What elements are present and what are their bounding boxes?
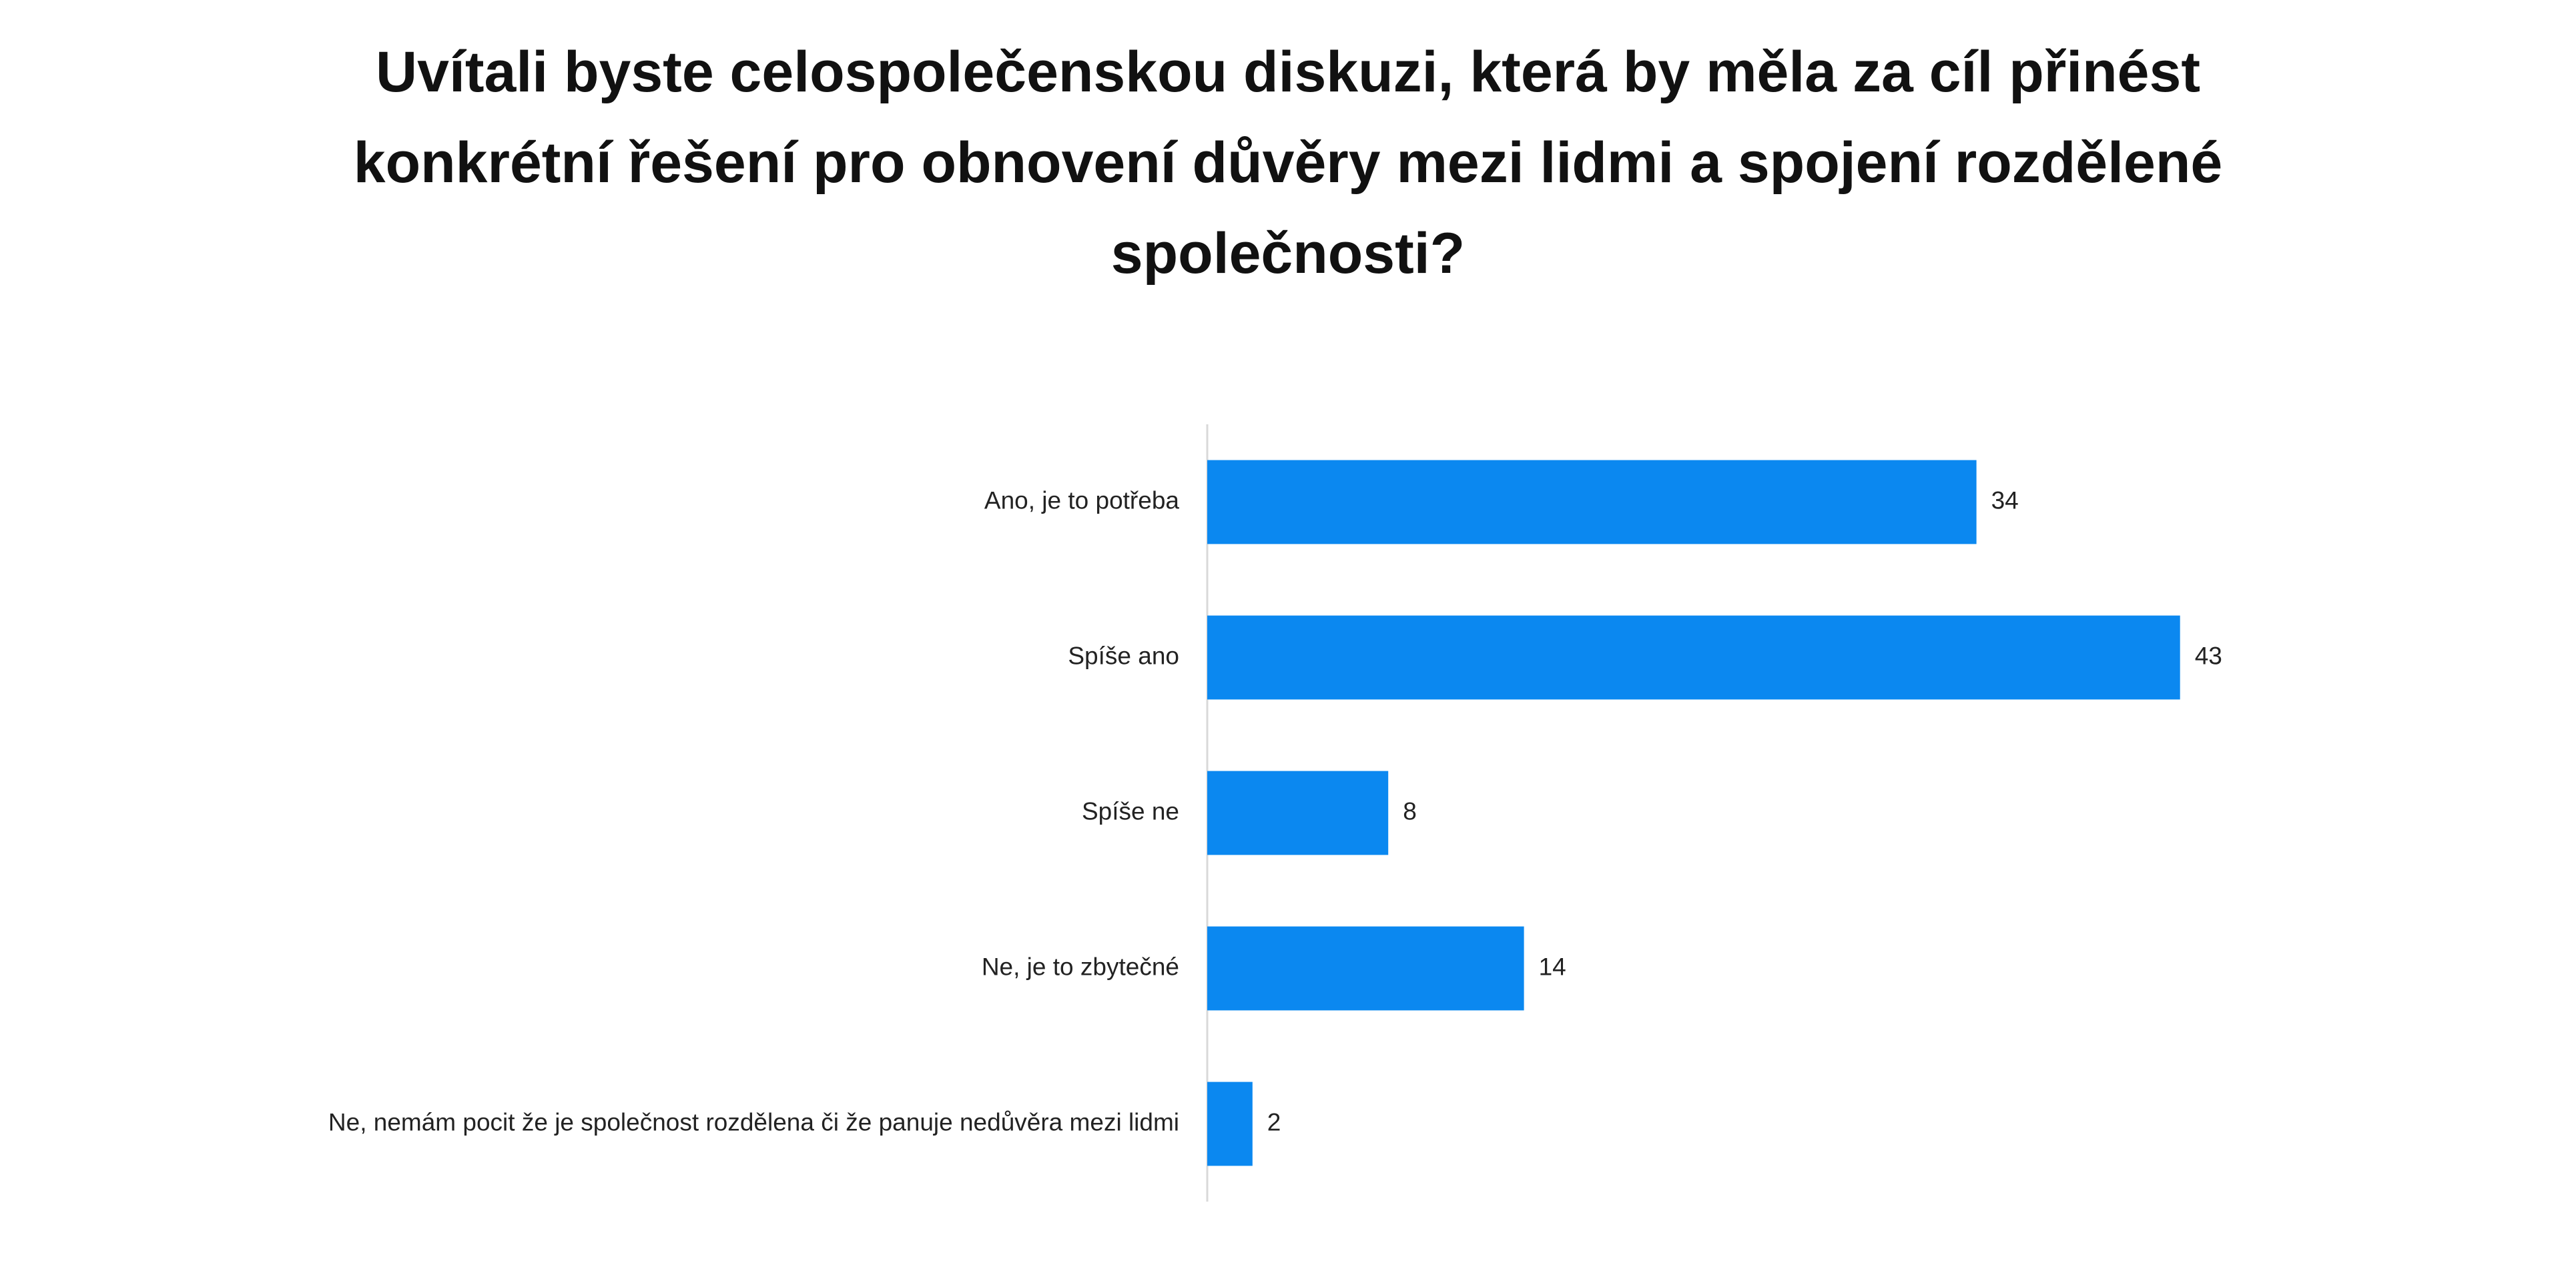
category-label: Ano, je to potřeba — [984, 486, 1180, 514]
bar — [1207, 615, 2180, 700]
value-label: 14 — [1539, 953, 1566, 980]
value-label: 34 — [1991, 486, 2019, 514]
chart-title: Uvítali byste celospolečenskou diskuzi, … — [353, 40, 2223, 286]
bar — [1207, 1082, 1253, 1166]
category-label: Ne, nemám pocit že je společnost rozděle… — [328, 1108, 1179, 1136]
category-label: Ne, je to zbytečné — [982, 953, 1179, 980]
bar — [1207, 771, 1389, 855]
value-label: 2 — [1267, 1108, 1281, 1136]
value-label: 43 — [2195, 642, 2222, 669]
bar — [1207, 926, 1524, 1011]
bar — [1207, 460, 1977, 544]
value-label: 8 — [1403, 797, 1417, 825]
category-label: Spíše ano — [1068, 642, 1179, 669]
category-label: Spíše ne — [1082, 797, 1179, 825]
